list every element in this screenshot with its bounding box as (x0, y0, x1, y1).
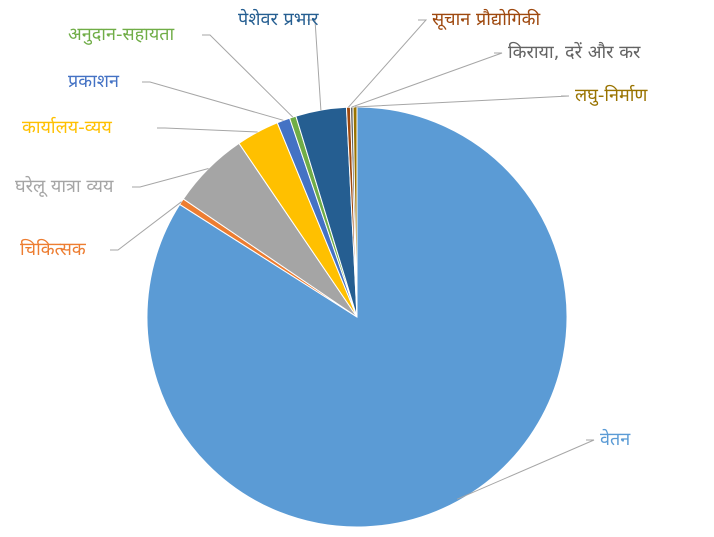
slice-label: सूचान प्रौद्योगिकी (432, 8, 540, 30)
leader-line (348, 19, 428, 108)
slice-label: लघु-निर्माण (575, 84, 648, 106)
slice-label: कार्यालय-व्यय (22, 116, 112, 138)
slice-label: पेशेवर प्रभार (238, 8, 319, 30)
slice-label: चिकित्सक (20, 238, 87, 260)
leader-line (351, 52, 503, 108)
leader-line (354, 95, 570, 108)
leader-line (307, 19, 322, 111)
leader-line (456, 439, 595, 500)
slice-label: वेतन (600, 428, 631, 450)
leader-line (110, 201, 182, 251)
leader-line (142, 81, 284, 121)
slice-label: घरेलू यात्रा व्यय (15, 175, 114, 197)
leader-line (157, 127, 258, 133)
slice-label: किराया, दरें और कर (508, 41, 641, 63)
leader-line (132, 168, 209, 188)
slice-label: अनुदान-सहायता (68, 24, 175, 45)
leader-line (202, 34, 294, 118)
slice-label: प्रकाशन (68, 71, 120, 92)
